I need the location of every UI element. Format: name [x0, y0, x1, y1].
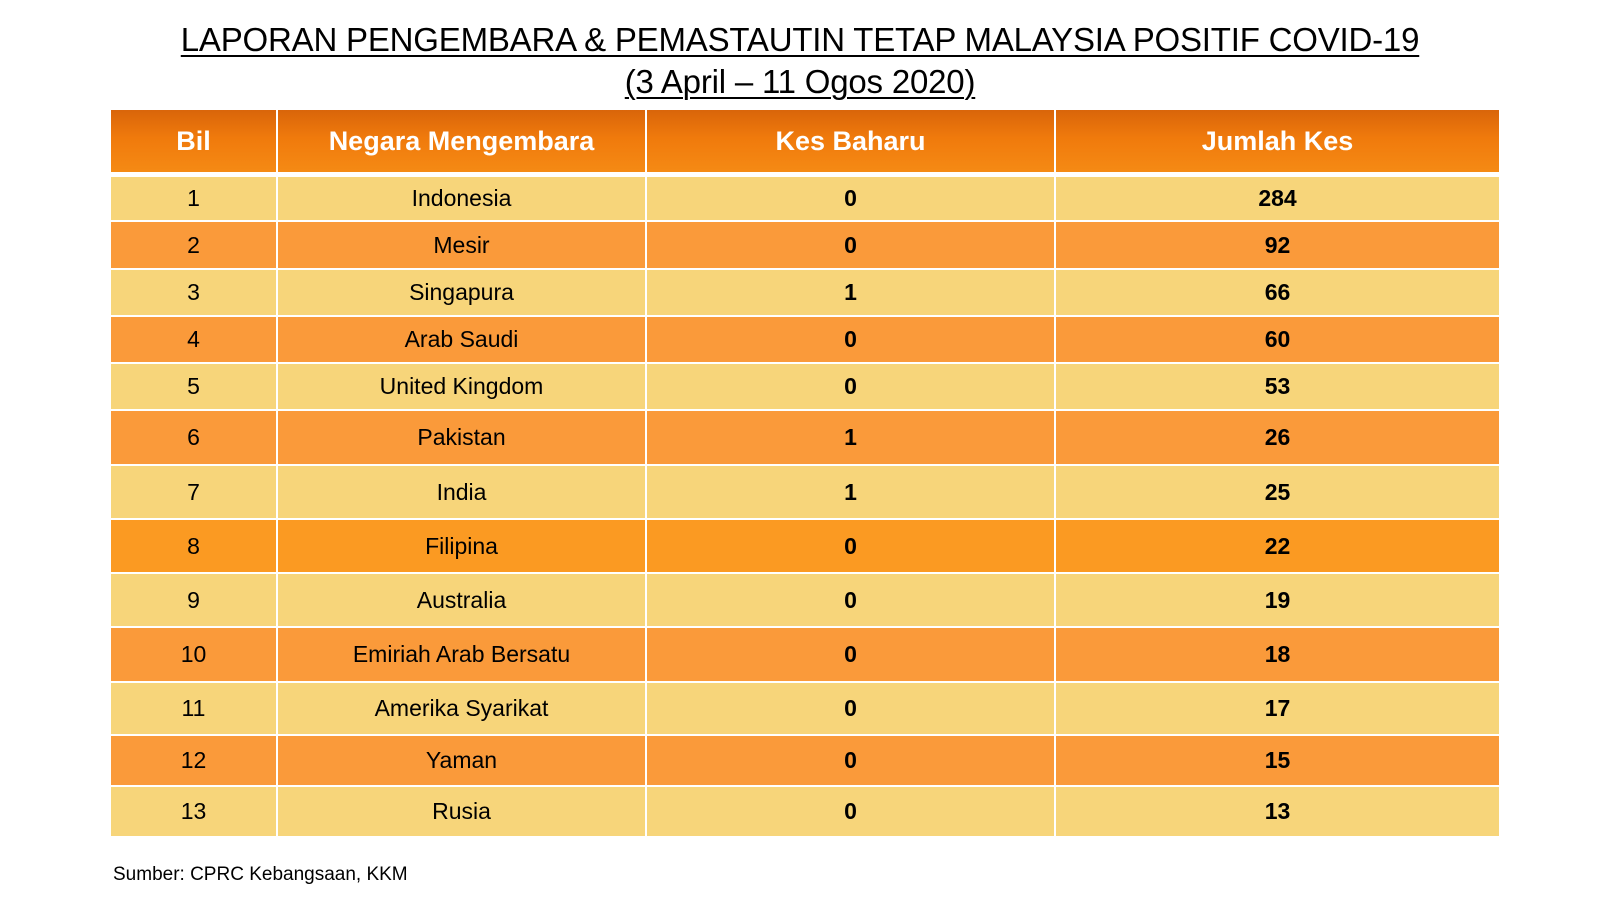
source-note: Sumber: CPRC Kebangsaan, KKM: [113, 864, 408, 885]
table-row: 11 Amerika Syarikat 0 17: [111, 682, 1499, 736]
cell-new-cases: 1: [646, 269, 1056, 317]
table-row: 6 Pakistan 1 26: [111, 410, 1499, 466]
table-row: 9 Australia 0 19: [111, 573, 1499, 628]
table-row: 7 India 1 25: [111, 465, 1499, 520]
cell-country: Pakistan: [277, 410, 647, 466]
cell-bil: 7: [111, 465, 278, 520]
cell-new-cases: 0: [646, 221, 1056, 270]
cell-new-cases: 0: [646, 735, 1056, 787]
table-row: 3 Singapura 1 66: [111, 269, 1499, 317]
table-row: 8 Filipina 0 22: [111, 519, 1499, 574]
cell-country: Emiriah Arab Bersatu: [277, 627, 647, 683]
cell-bil: 9: [111, 573, 278, 628]
cell-bil: 4: [111, 316, 278, 364]
cell-new-cases: 0: [646, 573, 1056, 628]
table-row: 5 United Kingdom 0 53: [111, 363, 1499, 411]
cell-country: Rusia: [277, 786, 647, 838]
cell-new-cases: 0: [646, 177, 1056, 222]
cell-bil: 2: [111, 221, 278, 270]
cell-new-cases: 0: [646, 316, 1056, 364]
cell-total-cases: 22: [1055, 519, 1499, 574]
cell-country: Amerika Syarikat: [277, 682, 647, 736]
cell-new-cases: 0: [646, 363, 1056, 411]
table-header-row: Bil Negara Mengembara Kes Baharu Jumlah …: [111, 110, 1499, 172]
table-row: 13 Rusia 0 13: [111, 786, 1499, 838]
cell-bil: 10: [111, 627, 278, 683]
cell-total-cases: 13: [1055, 786, 1499, 838]
table-row: 2 Mesir 0 92: [111, 221, 1499, 270]
table-row: 10 Emiriah Arab Bersatu 0 18: [111, 627, 1499, 683]
column-header-new-cases: Kes Baharu: [646, 110, 1056, 172]
cell-new-cases: 0: [646, 682, 1056, 736]
cell-bil: 6: [111, 410, 278, 466]
cell-bil: 11: [111, 682, 278, 736]
column-header-total-cases: Jumlah Kes: [1055, 110, 1499, 172]
cell-new-cases: 0: [646, 627, 1056, 683]
cell-total-cases: 17: [1055, 682, 1499, 736]
report-date-range: (3 April – 11 Ogos 2020): [624, 63, 976, 100]
table-row: 1 Indonesia 0 284: [111, 177, 1499, 222]
cell-total-cases: 284: [1055, 177, 1499, 222]
cell-bil: 8: [111, 519, 278, 574]
cell-country: Australia: [277, 573, 647, 628]
cell-total-cases: 19: [1055, 573, 1499, 628]
cell-total-cases: 92: [1055, 221, 1499, 270]
cell-country: United Kingdom: [277, 363, 647, 411]
cell-total-cases: 18: [1055, 627, 1499, 683]
cell-total-cases: 66: [1055, 269, 1499, 317]
table-body: 1 Indonesia 0 284 2 Mesir 0 92 3 Singapura 1 66 4 Ara…: [111, 177, 1499, 838]
cell-country: Arab Saudi: [277, 316, 647, 364]
cell-country: India: [277, 465, 647, 520]
cell-new-cases: 0: [646, 786, 1056, 838]
cell-country: Yaman: [277, 735, 647, 787]
cell-total-cases: 53: [1055, 363, 1499, 411]
cell-bil: 13: [111, 786, 278, 838]
cell-bil: 1: [111, 177, 278, 222]
cases-table: Bil Negara Mengembara Kes Baharu Jumlah …: [111, 110, 1499, 838]
column-header-bil: Bil: [111, 110, 278, 172]
table-row: 12 Yaman 0 15: [111, 735, 1499, 787]
report-title-block: LAPORAN PENGEMBARA & PEMASTAUTIN TETAP M…: [0, 20, 1600, 104]
cell-new-cases: 0: [646, 519, 1056, 574]
header-gap: [111, 172, 1499, 177]
cell-new-cases: 1: [646, 410, 1056, 466]
cell-total-cases: 15: [1055, 735, 1499, 787]
cell-new-cases: 1: [646, 465, 1056, 520]
column-header-country: Negara Mengembara: [277, 110, 647, 172]
cell-total-cases: 60: [1055, 316, 1499, 364]
cell-bil: 12: [111, 735, 278, 787]
cell-total-cases: 25: [1055, 465, 1499, 520]
cell-country: Indonesia: [277, 177, 647, 222]
cell-bil: 5: [111, 363, 278, 411]
table-header: Bil Negara Mengembara Kes Baharu Jumlah …: [111, 110, 1499, 172]
cell-country: Filipina: [277, 519, 647, 574]
table-row: 4 Arab Saudi 0 60: [111, 316, 1499, 364]
cell-country: Mesir: [277, 221, 647, 270]
cases-table-wrapper: Bil Negara Mengembara Kes Baharu Jumlah …: [111, 110, 1499, 838]
report-title: LAPORAN PENGEMBARA & PEMASTAUTIN TETAP M…: [180, 21, 1420, 58]
cell-total-cases: 26: [1055, 410, 1499, 466]
cell-bil: 3: [111, 269, 278, 317]
cell-country: Singapura: [277, 269, 647, 317]
